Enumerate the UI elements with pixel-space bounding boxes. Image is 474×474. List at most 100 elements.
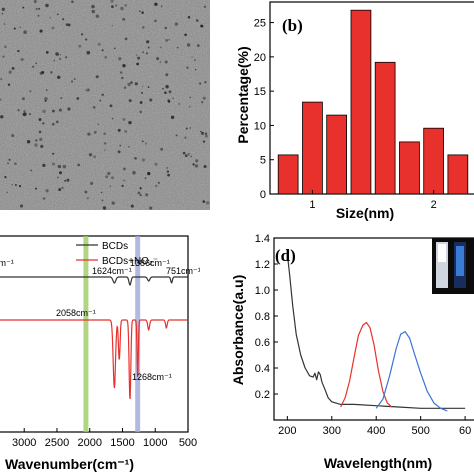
y-tick-label: 10	[254, 120, 266, 132]
nanoparticle-dot	[195, 159, 199, 163]
nanoparticle-dot	[201, 131, 205, 135]
nanoparticle-dot	[71, 0, 74, 4]
nanoparticle-dot	[38, 130, 42, 134]
nanoparticle-dot	[124, 4, 127, 7]
nanoparticle-dot	[130, 204, 134, 208]
nanoparticle-dot	[139, 110, 142, 114]
nanoparticle-dot	[66, 178, 70, 182]
cuvette-photo-inset	[432, 238, 474, 294]
nanoparticle-dot	[6, 191, 8, 194]
y-axis-title: Absorbance(a.u)	[230, 275, 246, 385]
nanoparticle-dot	[111, 117, 114, 120]
nanoparticle-dot	[8, 158, 11, 161]
nanoparticle-dot	[34, 143, 38, 147]
annotation-1268: 1268cm⁻¹	[132, 372, 172, 382]
nanoparticle-dot	[45, 3, 49, 8]
nanoparticle-dot	[139, 193, 142, 197]
nanoparticle-dot	[85, 89, 87, 92]
y-tick-label: 0.4	[255, 363, 270, 375]
nanoparticle-dot	[184, 136, 187, 139]
highlight-band-0	[83, 236, 89, 432]
nanoparticle-dot	[149, 98, 153, 102]
nanoparticle-dot	[134, 156, 137, 160]
nanoparticle-dot	[139, 187, 142, 190]
panel-b-size-histogram: 0 5 10 15 20 25 1 2 (b) Percentage(%) Size(nm)	[230, 0, 474, 222]
nanoparticle-dot	[58, 188, 62, 192]
nanoparticle-dot	[141, 158, 146, 162]
nanoparticle-dot	[137, 191, 141, 195]
nanoparticle-dot	[149, 206, 153, 210]
nanoparticle-dot	[195, 19, 199, 22]
nanoparticle-dot	[187, 15, 191, 19]
nanoparticle-dot	[141, 140, 144, 143]
nanoparticle-dot	[193, 59, 196, 62]
nanoparticle-dot	[141, 85, 144, 88]
nanoparticle-dot	[142, 51, 144, 53]
nanoparticle-dot	[205, 201, 210, 205]
nanoparticle-dot	[62, 164, 67, 169]
nanoparticle-dot	[35, 139, 38, 142]
nanoparticle-dot	[162, 88, 164, 90]
nanoparticle-dot	[115, 4, 118, 7]
nanoparticle-dot	[117, 150, 121, 154]
nanoparticle-dot	[58, 108, 62, 112]
nanoparticle-dot	[44, 97, 48, 101]
y-tick-label: 0.6	[255, 337, 270, 349]
x-tick-label: 500	[411, 425, 429, 437]
y-tick-label: 15	[254, 86, 266, 98]
panel-c-ftir-spectra: 3000 2500 2000 1500 1000 500 BCDs BCDs+NO₂⁻ 16…	[0, 232, 200, 474]
nanoparticle-dot	[49, 16, 51, 19]
y-tick-label: 25	[254, 18, 266, 30]
nanoparticle-dot	[17, 109, 20, 112]
nanoparticle-dot	[62, 18, 65, 21]
nanoparticle-dot	[4, 45, 7, 49]
nanoparticle-dot	[28, 113, 32, 116]
nanoparticle-dot	[57, 164, 62, 169]
x-tick-label: 3000	[12, 437, 36, 449]
plot-frame	[273, 237, 474, 421]
nanoparticle-dot	[154, 2, 158, 6]
nanoparticle-dot	[154, 162, 158, 166]
histogram-bar-3	[350, 9, 372, 195]
nanoparticle-dot	[202, 140, 206, 143]
nanoparticle-dot	[166, 166, 169, 169]
nanoparticle-dot	[65, 56, 68, 59]
nanoparticle-dot	[198, 82, 202, 85]
nanoparticle-dot	[23, 110, 26, 113]
x-tick-label: 1	[309, 199, 315, 211]
histogram-bar-4	[374, 61, 396, 195]
nanoparticle-dot	[123, 86, 127, 89]
nanoparticle-dot	[113, 47, 116, 50]
x-axis-title: Wavelength(nm)	[324, 455, 432, 471]
nanoparticle-dot	[45, 51, 49, 54]
nanoparticle-dot	[44, 100, 47, 103]
nanoparticle-dot	[103, 132, 107, 136]
nanoparticle-dot	[200, 130, 202, 133]
nanoparticle-dot	[200, 24, 203, 28]
y-tick-label: 20	[254, 52, 266, 64]
x-axis-title: Wavenumber(cm⁻¹)	[5, 456, 134, 472]
nanoparticle-dot	[4, 175, 7, 179]
annotation-1386: 1386cm⁻¹	[130, 258, 170, 268]
nanoparticle-dot	[123, 179, 126, 182]
histogram-bar-5	[399, 141, 420, 195]
nanoparticle-dot	[51, 26, 55, 30]
nanoparticle-dot	[146, 40, 150, 44]
histogram-bar-2	[326, 114, 347, 195]
nanoparticle-dot	[86, 50, 91, 55]
nanoparticle-dot	[141, 11, 144, 14]
nanoparticle-dot	[32, 65, 35, 68]
nanoparticle-dot	[141, 26, 145, 29]
nanoparticle-dot	[18, 185, 22, 188]
nanoparticle-dot	[165, 39, 169, 42]
nanoparticle-dot	[78, 44, 82, 48]
nanoparticle-dot	[155, 184, 158, 188]
nanoparticle-dot	[121, 184, 124, 188]
series-line-bcds-no2	[0, 319, 188, 400]
y-axis-title: Percentage(%)	[235, 46, 251, 143]
nanoparticle-dot	[168, 100, 171, 103]
histogram-bar-7	[447, 154, 469, 195]
nanoparticle-dot	[1, 7, 5, 11]
x-tick-label: 60	[459, 425, 471, 437]
nanoparticle-dot	[56, 75, 61, 80]
